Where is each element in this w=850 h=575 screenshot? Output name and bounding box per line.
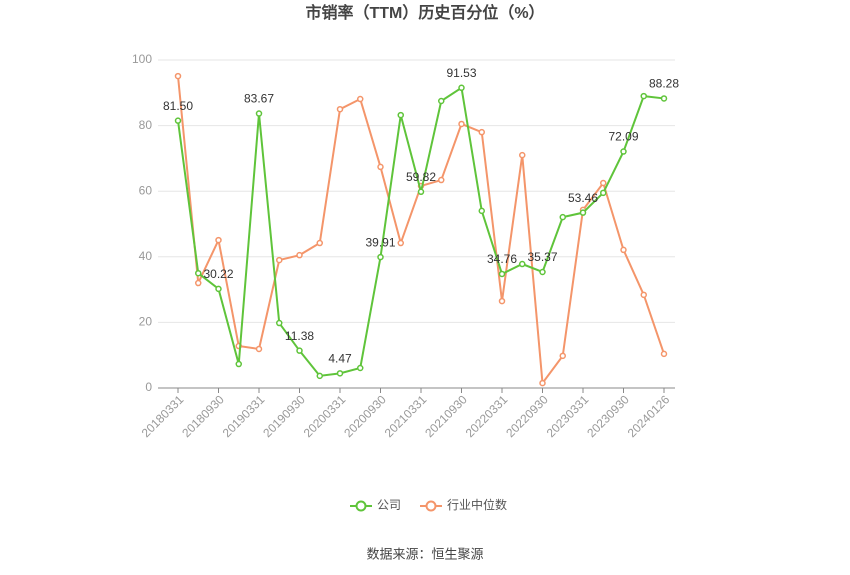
point xyxy=(559,213,566,221)
x-tick-label: 20180930 xyxy=(179,392,227,440)
point xyxy=(316,239,323,247)
point xyxy=(195,279,202,287)
point xyxy=(640,291,647,299)
x-tick-label: 20230930 xyxy=(584,392,632,440)
point xyxy=(255,345,263,353)
point xyxy=(316,372,323,380)
point xyxy=(195,269,202,277)
point xyxy=(620,246,627,254)
y-tick-label: 60 xyxy=(139,183,153,197)
point xyxy=(620,148,627,155)
point xyxy=(215,236,222,244)
x-tick-label: 20190331 xyxy=(220,392,268,440)
data-label: 91.53 xyxy=(446,66,476,80)
chart-title: 市销率（TTM）历史百分位（%） xyxy=(305,3,544,22)
data-label: 83.67 xyxy=(244,92,274,106)
point xyxy=(600,189,607,197)
data-label: 35.37 xyxy=(527,250,557,264)
legend-marker xyxy=(355,500,367,512)
point xyxy=(458,120,465,128)
series-line xyxy=(177,75,665,386)
point xyxy=(498,297,506,305)
x-tick-label: 20220331 xyxy=(463,392,511,440)
point xyxy=(539,379,546,387)
x-tick-label: 20220930 xyxy=(503,392,551,440)
point xyxy=(397,111,404,119)
data-label: 88.28 xyxy=(649,77,679,91)
point xyxy=(660,95,668,102)
source: 数据来源：恒生聚源 xyxy=(366,546,483,561)
data-label: 4.47 xyxy=(328,352,352,366)
point xyxy=(296,347,303,354)
point xyxy=(478,207,485,215)
point xyxy=(519,260,526,268)
point xyxy=(276,319,283,327)
point xyxy=(255,110,263,117)
point xyxy=(397,239,404,247)
point xyxy=(539,268,546,276)
point xyxy=(559,352,566,360)
data-label: 11.38 xyxy=(285,329,314,343)
data-label: 30.22 xyxy=(203,267,233,281)
point xyxy=(579,209,587,216)
point xyxy=(377,253,384,261)
point xyxy=(377,163,384,171)
point xyxy=(458,84,465,92)
x-tick-label: 20210930 xyxy=(422,392,470,440)
point xyxy=(336,370,344,377)
x-tick-label: 20200930 xyxy=(341,392,389,440)
y-tick-label: 20 xyxy=(139,315,153,329)
data-label: 34.76 xyxy=(487,252,517,266)
data-label: 59.82 xyxy=(406,170,436,184)
y-tick-label: 40 xyxy=(139,249,153,263)
x-tick-label: 20200331 xyxy=(301,392,349,440)
point xyxy=(357,95,364,103)
point xyxy=(174,117,182,124)
x-tick-label: 20190930 xyxy=(260,392,308,440)
point xyxy=(438,176,445,184)
x-tick-label: 20240126 xyxy=(625,392,673,440)
legend-label: 公司 xyxy=(377,498,401,512)
point xyxy=(640,92,647,100)
legend-label: 行业中位数 xyxy=(447,497,507,512)
point xyxy=(296,251,303,259)
legend-marker xyxy=(425,500,437,512)
data-label: 81.50 xyxy=(163,99,193,113)
data-label: 72.09 xyxy=(608,130,638,144)
x-tick-label: 20180331 xyxy=(139,392,187,440)
data-label: 39.91 xyxy=(365,235,395,249)
point xyxy=(600,179,607,187)
point xyxy=(235,360,242,368)
x-tick-label: 20230331 xyxy=(544,392,592,440)
point xyxy=(438,97,445,105)
point xyxy=(357,364,364,372)
point xyxy=(519,151,526,159)
y-tick-label: 100 xyxy=(132,52,152,66)
point xyxy=(478,128,485,136)
y-tick-label: 0 xyxy=(145,380,152,394)
point xyxy=(276,256,283,264)
point xyxy=(174,72,182,80)
point xyxy=(498,270,506,278)
point xyxy=(660,350,668,358)
point xyxy=(215,285,222,293)
y-tick-label: 80 xyxy=(139,118,153,132)
x-tick-label: 20210331 xyxy=(382,392,430,440)
point xyxy=(417,188,425,196)
point xyxy=(336,105,344,113)
data-label: 53.46 xyxy=(568,191,598,205)
series-line xyxy=(177,86,665,377)
